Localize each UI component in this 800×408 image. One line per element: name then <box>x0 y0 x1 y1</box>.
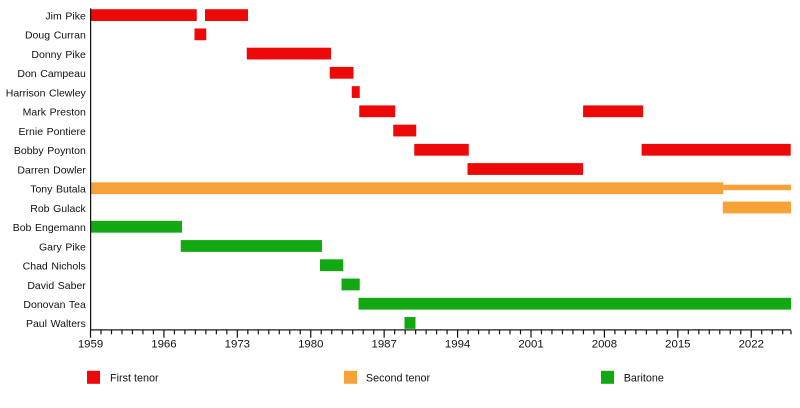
svg-text:2022: 2022 <box>739 339 764 351</box>
svg-text:2015: 2015 <box>665 339 690 351</box>
svg-text:Doug Curran: Doug Curran <box>25 30 86 42</box>
svg-text:Bobby Poynton: Bobby Poynton <box>14 145 86 157</box>
svg-text:1987: 1987 <box>371 339 396 351</box>
svg-text:Tony Butala: Tony Butala <box>30 184 86 196</box>
svg-text:Paul Walters: Paul Walters <box>26 318 86 330</box>
svg-text:Rob Gulack: Rob Gulack <box>30 203 86 215</box>
svg-text:1994: 1994 <box>445 339 470 351</box>
svg-text:Jim Pike: Jim Pike <box>45 10 86 22</box>
svg-text:Donny Pike: Donny Pike <box>31 49 86 61</box>
svg-text:1980: 1980 <box>298 339 323 351</box>
svg-text:2008: 2008 <box>592 339 617 351</box>
svg-text:2001: 2001 <box>518 339 543 351</box>
svg-text:Mark Preston: Mark Preston <box>23 107 86 119</box>
svg-text:Don Campeau: Don Campeau <box>17 68 86 80</box>
svg-text:1959: 1959 <box>78 339 103 351</box>
svg-text:Baritone: Baritone <box>624 373 664 385</box>
svg-text:First tenor: First tenor <box>110 373 159 385</box>
svg-text:Bob Engemann: Bob Engemann <box>13 222 86 234</box>
svg-text:Darren Dowler: Darren Dowler <box>17 164 86 176</box>
svg-text:Gary Pike: Gary Pike <box>39 241 86 253</box>
svg-text:Second tenor: Second tenor <box>366 373 431 385</box>
svg-text:Chad Nichols: Chad Nichols <box>23 261 86 273</box>
svg-text:Donovan Tea: Donovan Tea <box>23 299 86 311</box>
svg-text:David Saber: David Saber <box>27 280 86 292</box>
svg-text:1966: 1966 <box>151 339 176 351</box>
svg-text:Harrison Clewley: Harrison Clewley <box>6 87 87 99</box>
svg-text:1973: 1973 <box>225 339 250 351</box>
svg-text:Ernie Pontiere: Ernie Pontiere <box>19 126 86 138</box>
